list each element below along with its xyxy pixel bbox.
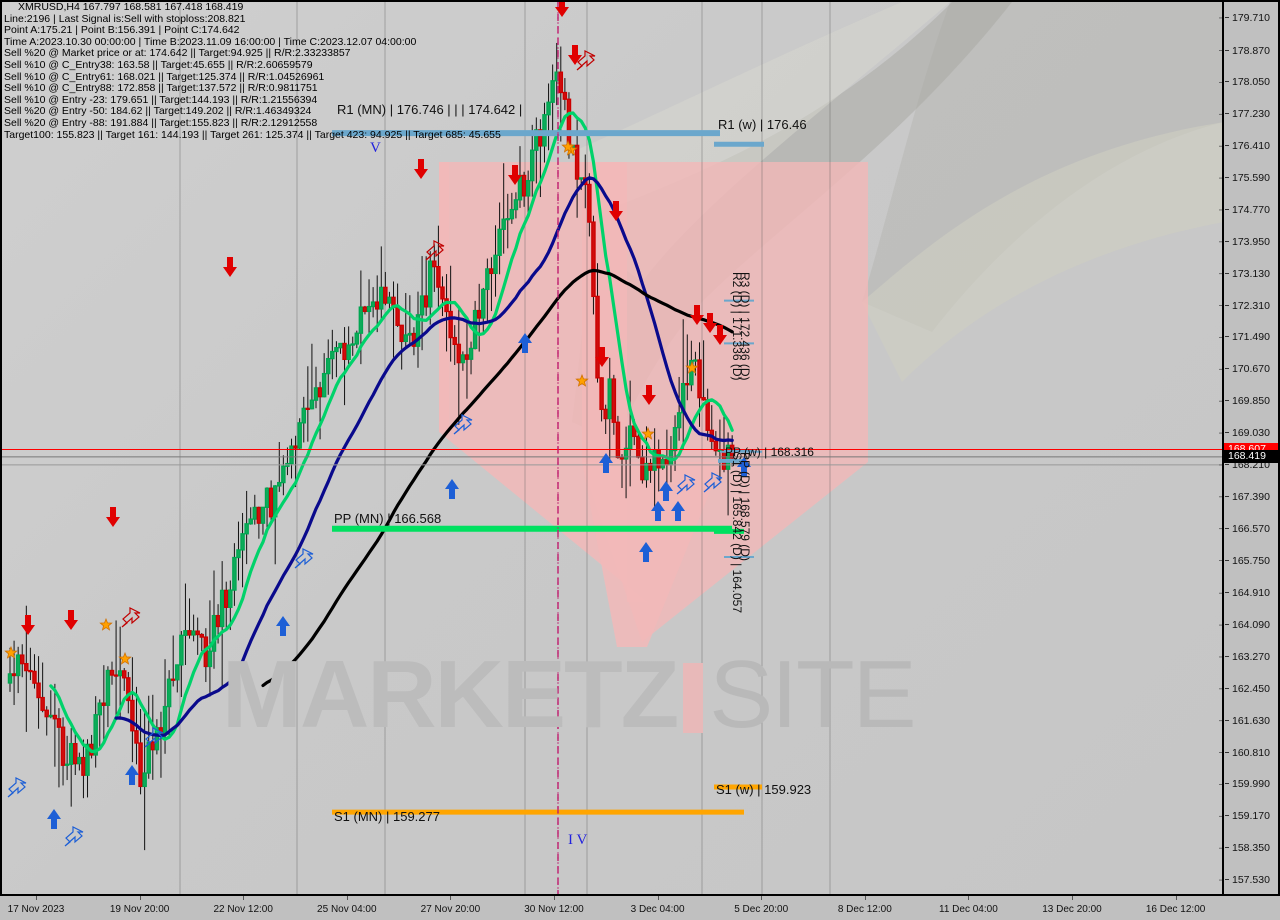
info-line-4: Sell %10 @ C_Entry38: 163.58 || Target:4… <box>4 58 313 71</box>
price-tick: 171.490 <box>1224 331 1278 343</box>
price-tick: 178.050 <box>1224 76 1278 88</box>
price-tick: 158.350 <box>1224 842 1278 854</box>
wave-marker-v: V <box>370 140 381 156</box>
time-label: 22 Nov 12:00 <box>213 904 273 915</box>
price-tick: 169.850 <box>1224 395 1278 407</box>
time-label: 3 Dec 04:00 <box>630 904 685 915</box>
level-label-s1-mn: S1 (MN) | 159.277 <box>334 809 440 824</box>
time-tick <box>1072 896 1073 900</box>
price-tick: 170.670 <box>1224 363 1278 375</box>
level-label-r1-w: R1 (w) | 176.46 <box>718 117 807 132</box>
time-label: 27 Nov 20:00 <box>420 904 481 915</box>
price-tick: 173.130 <box>1224 268 1278 280</box>
time-label: 16 Dec 12:00 <box>1145 904 1206 915</box>
wave-marker-iv: I V <box>568 832 588 848</box>
time-tick <box>36 896 37 900</box>
price-tick: 166.570 <box>1224 523 1278 535</box>
time-tick <box>139 896 141 900</box>
level-label-pp-mn: PP (MN) | 166.568 <box>334 511 442 526</box>
time-label: 5 Dec 20:00 <box>734 904 789 915</box>
level-label-s1-w: S1 (w) | 159.923 <box>716 782 812 797</box>
chart-info-block: XMRUSD,H4 167.797 168.581 167.418 168.41… <box>4 1 501 141</box>
level-label-pp-w: PP (w) | 168.316 <box>725 445 814 459</box>
level-label-r1-mn: R1 (MN) | 176.746 | | | 174.642 | <box>337 102 523 117</box>
watermark: MARKETZ SITE <box>222 640 917 750</box>
info-line-10: Target100: 155.823 || Target 161: 144.19… <box>4 128 501 141</box>
symbol-ohlc-line: XMRUSD,H4 167.797 168.581 167.418 168.41… <box>18 1 244 13</box>
price-tick: 174.770 <box>1224 204 1278 216</box>
chart-canvas <box>2 2 1222 894</box>
price-tick: 161.630 <box>1224 715 1278 727</box>
level-label-r2-d: R2 (D) | 171.336 (D) <box>730 272 744 381</box>
level-label-s1-d: S1 (D) | 165.842 (D) | 164.057 <box>730 452 744 613</box>
time-label: 25 Nov 04:00 <box>317 904 377 915</box>
time-label: 30 Nov 12:00 <box>524 904 584 915</box>
price-tick: 178.870 <box>1224 45 1278 57</box>
time-label: 19 Nov 20:00 <box>109 904 170 915</box>
time-scale[interactable]: 17 Nov 2023 19 Nov 20:00 22 Nov 12:00 25 No… <box>0 894 1280 920</box>
time-label: 17 Nov 2023 <box>7 904 65 915</box>
time-tick <box>968 896 970 900</box>
price-tick: 159.170 <box>1224 810 1278 822</box>
price-tick: 173.950 <box>1224 236 1278 248</box>
info-line-3: Sell %20 @ Market price or at: 174.642 |… <box>4 47 351 60</box>
price-tick: 167.390 <box>1224 491 1278 503</box>
time-tick <box>243 896 245 900</box>
time-tick <box>657 896 659 900</box>
bid-price-box: 168.419 <box>1224 449 1278 463</box>
time-label: 8 Dec 12:00 <box>837 904 892 915</box>
info-line-8: Sell %20 @ Entry -50: 184.62 || Target:1… <box>4 105 312 118</box>
price-tick: 162.450 <box>1224 683 1278 695</box>
info-line-1: Point A:175.21 | Point B:156.391 | Point… <box>4 24 240 37</box>
price-tick: 157.530 <box>1224 874 1278 886</box>
price-tick: 164.910 <box>1224 587 1278 599</box>
watermark-bar <box>683 663 704 733</box>
info-line-2: Time A:2023.10.30 00:00:00 | Time B:2023… <box>4 35 417 48</box>
price-tick: 164.090 <box>1224 619 1278 631</box>
time-label: 11 Dec 04:00 <box>939 904 998 915</box>
info-line-9: Sell %20 @ Entry -88: 191.884 || Target:… <box>4 116 318 129</box>
price-tick: 172.310 <box>1224 300 1278 312</box>
time-tick <box>761 896 763 900</box>
price-tick: 169.030 <box>1224 427 1278 439</box>
time-tick <box>450 896 452 900</box>
time-tick <box>554 896 555 900</box>
time-tick <box>1175 896 1177 900</box>
time-tick <box>346 896 348 900</box>
price-tick: 177.230 <box>1224 108 1278 120</box>
price-scale[interactable]: 179.710 178.870 178.050 177.230 176.410 175.5… <box>1222 0 1280 894</box>
price-tick: 179.710 <box>1224 12 1278 24</box>
time-tick <box>864 896 866 900</box>
chart-plot-area[interactable] <box>0 0 1222 894</box>
info-line-6: Sell %10 @ C_Entry88: 172.858 || Target:… <box>4 82 318 95</box>
info-line-5: Sell %10 @ C_Entry61: 168.021 || Target:… <box>4 70 325 83</box>
watermark-suffix: SITE <box>709 641 916 748</box>
info-line-7: Sell %10 @ Entry -23: 179.651 || Target:… <box>4 93 318 106</box>
price-tick: 175.590 <box>1224 172 1278 184</box>
price-tick: 165.750 <box>1224 555 1278 567</box>
price-tick: 159.990 <box>1224 778 1278 790</box>
info-line-0: Line:2196 | Last Signal is:Sell with sto… <box>4 12 246 25</box>
price-tick: 176.410 <box>1224 140 1278 152</box>
watermark-brand: MARKETZ <box>222 641 679 748</box>
price-tick: 163.270 <box>1224 651 1278 663</box>
time-label: 13 Dec 20:00 <box>1042 904 1102 915</box>
price-tick: 160.810 <box>1224 747 1278 759</box>
